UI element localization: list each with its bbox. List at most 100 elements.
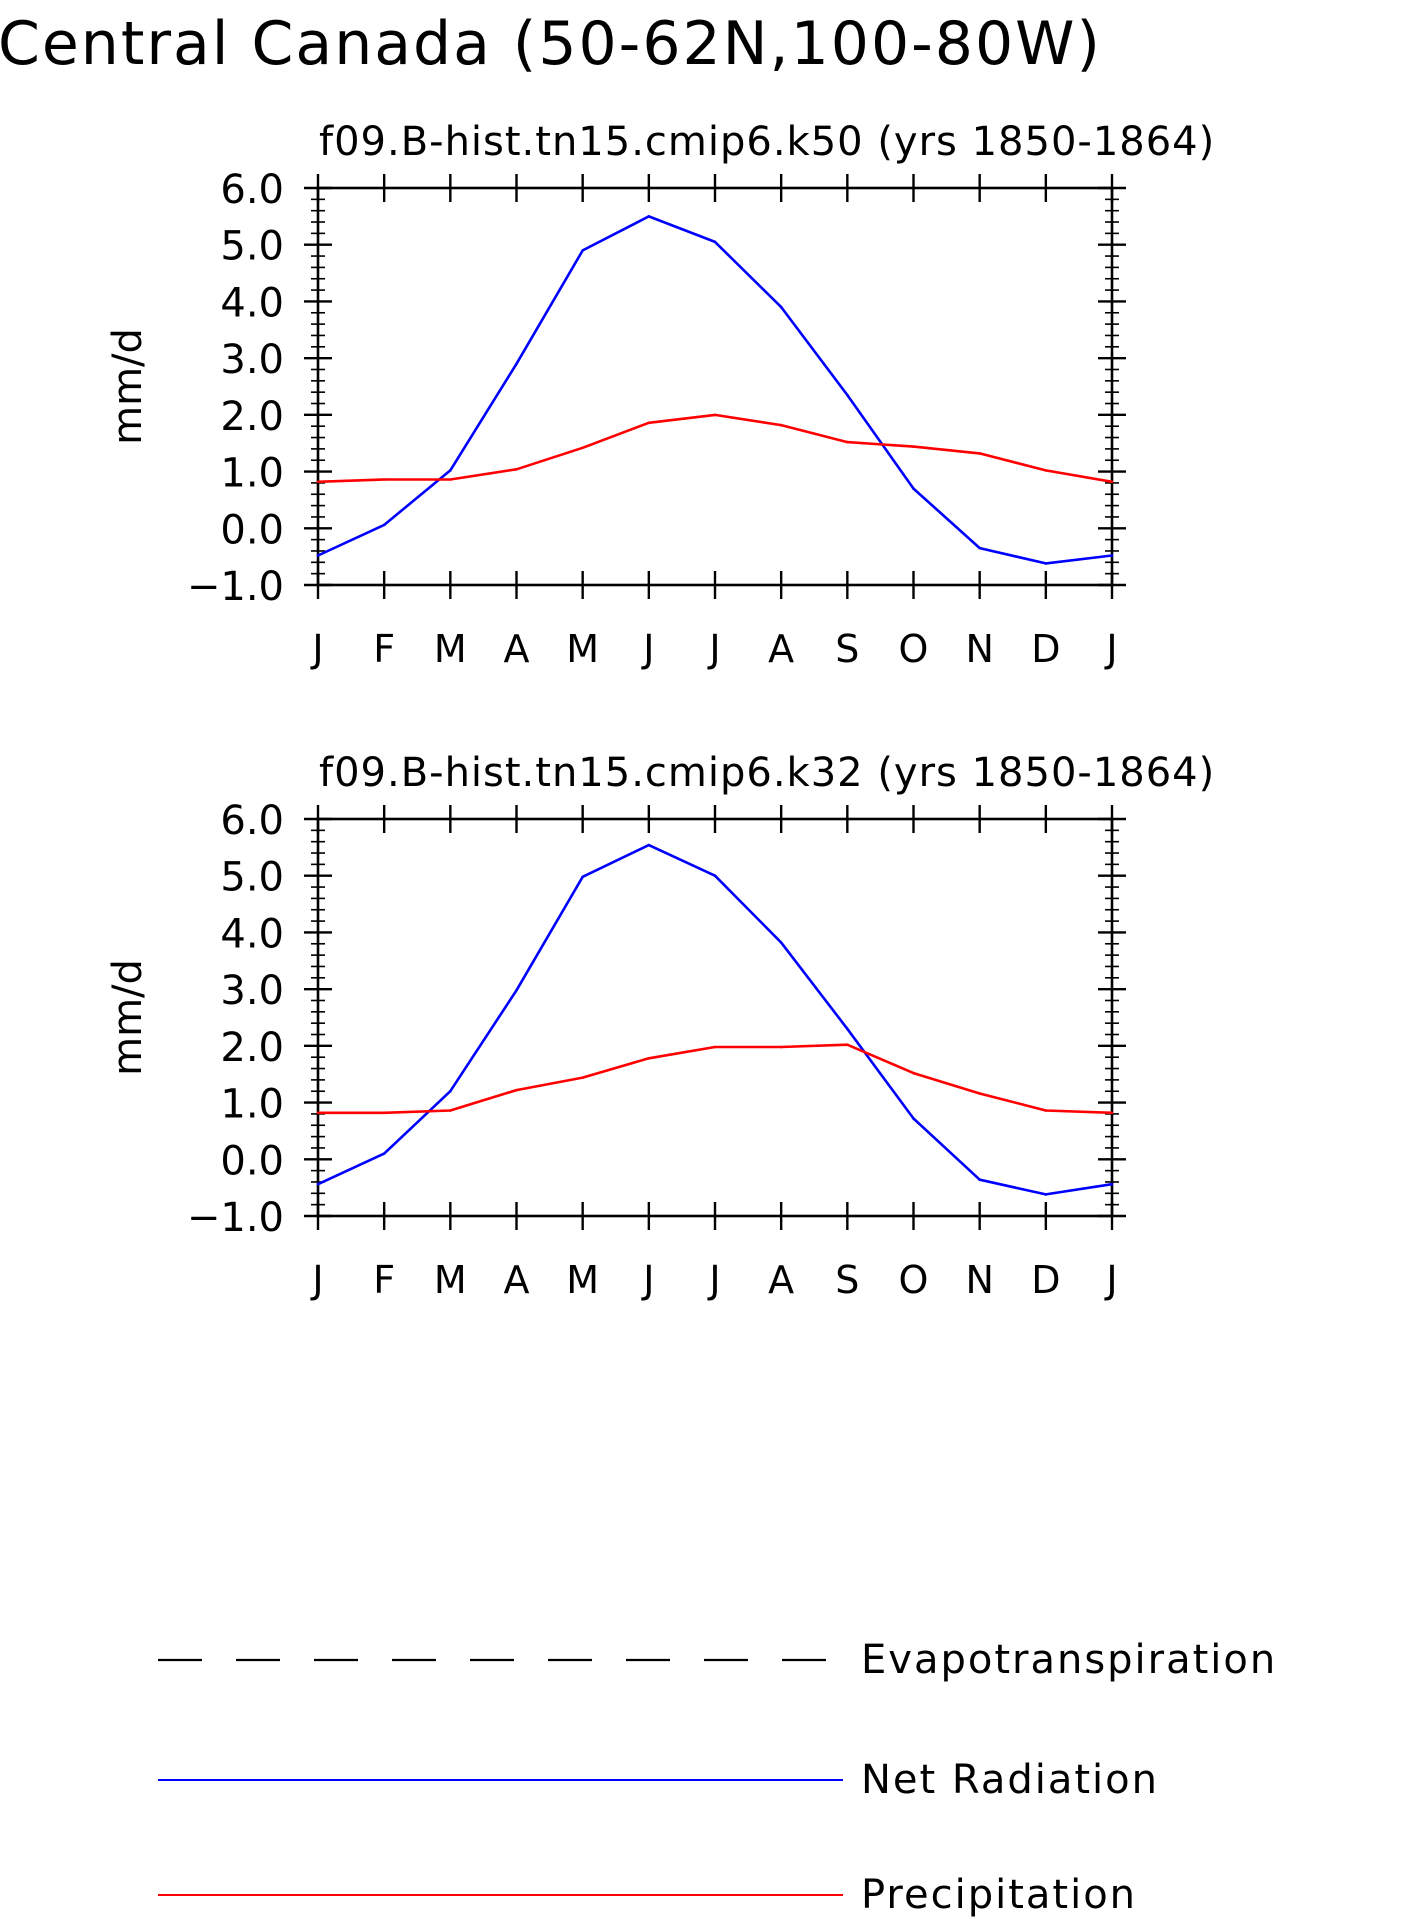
y-tick-label: 0.0 (220, 1138, 284, 1184)
chart-panel-2: f09.B-hist.tn15.cmip6.k32 (yrs 1850-1864… (105, 750, 1215, 1302)
y-tick-label: 3.0 (220, 337, 284, 383)
x-tick-label: D (1031, 627, 1060, 671)
x-tick-label: F (373, 1258, 395, 1302)
data-point-precipitation (316, 1111, 320, 1115)
data-point-net-radiation (316, 554, 320, 557)
x-tick-label: M (434, 627, 467, 671)
data-point-precipitation (713, 413, 717, 417)
x-tick-label: M (566, 627, 599, 671)
data-point-net-radiation (382, 1152, 386, 1155)
data-point-precipitation (1110, 1111, 1114, 1115)
data-point-precipitation (1110, 480, 1114, 484)
series-line-net-radiation (317, 215, 1113, 565)
y-tick-label: 5.0 (220, 855, 284, 901)
data-point-net-radiation (1044, 1193, 1048, 1196)
data-point-net-radiation (581, 875, 584, 879)
x-tick-label: M (434, 1258, 467, 1302)
data-point-precipitation (316, 480, 320, 484)
data-point-precipitation (978, 452, 981, 455)
data-point-net-radiation (449, 469, 452, 472)
y-axis-label: mm/d (105, 959, 151, 1076)
x-tick-label: A (768, 1258, 794, 1302)
data-point-precipitation (647, 421, 651, 425)
series-line-precipitation (317, 413, 1113, 484)
legend-item-evapotranspiration: Evapotranspiration (158, 1637, 1277, 1683)
data-point-net-radiation (978, 1178, 981, 1182)
x-tick-label: O (899, 627, 929, 671)
data-point-net-radiation (515, 362, 518, 366)
data-point-net-radiation (912, 487, 915, 490)
data-point-precipitation (515, 468, 518, 471)
series-line-net-radiation (317, 843, 1113, 1196)
legend-item-net-radiation: Net Radiation (158, 1757, 1159, 1803)
data-point-net-radiation (1110, 554, 1114, 557)
x-tick-label: J (1104, 1258, 1117, 1302)
y-tick-label: 0.0 (220, 507, 284, 553)
data-point-net-radiation (846, 393, 849, 397)
chart-title: f09.B-hist.tn15.cmip6.k32 (yrs 1850-1864… (319, 750, 1215, 796)
legend-label-net-radiation: Net Radiation (861, 1757, 1159, 1803)
data-point-precipitation (779, 423, 783, 427)
data-point-net-radiation (846, 1027, 849, 1031)
x-tick-label: J (310, 1258, 323, 1302)
data-point-net-radiation (779, 941, 783, 944)
data-point-net-radiation (515, 988, 518, 992)
x-tick-label: M (566, 1258, 599, 1302)
legend-label-evapotranspiration: Evapotranspiration (861, 1637, 1277, 1683)
y-tick-label: −1.0 (187, 564, 284, 610)
data-point-net-radiation (449, 1089, 452, 1093)
y-tick-label: 4.0 (220, 280, 284, 326)
data-point-precipitation (515, 1088, 518, 1092)
data-point-precipitation (647, 1057, 651, 1060)
figure-title: Central Canada (50-62N,100-80W) (0, 9, 1102, 79)
x-tick-label: N (965, 627, 993, 671)
data-point-precipitation (846, 440, 849, 444)
data-point-precipitation (912, 1071, 915, 1075)
x-tick-label: J (641, 1258, 654, 1302)
y-tick-label: 2.0 (220, 1025, 284, 1071)
y-tick-label: 6.0 (220, 167, 284, 213)
x-tick-label: A (504, 1258, 530, 1302)
data-point-net-radiation (978, 546, 981, 550)
data-point-precipitation (978, 1092, 981, 1095)
data-point-precipitation (846, 1043, 849, 1047)
legend-item-precipitation: Precipitation (158, 1872, 1137, 1918)
x-tick-label: F (373, 627, 395, 671)
data-point-precipitation (779, 1045, 783, 1049)
data-point-precipitation (449, 478, 452, 481)
x-tick-label: N (965, 1258, 993, 1302)
x-tick-label: J (707, 1258, 720, 1302)
x-tick-label: J (310, 627, 323, 671)
data-point-net-radiation (1044, 562, 1048, 565)
data-point-net-radiation (912, 1117, 915, 1120)
data-point-precipitation (449, 1109, 452, 1112)
chart-panel-1: f09.B-hist.tn15.cmip6.k50 (yrs 1850-1864… (105, 119, 1215, 671)
data-point-precipitation (713, 1045, 717, 1049)
y-tick-label: −1.0 (187, 1195, 284, 1241)
data-point-net-radiation (581, 249, 584, 252)
x-tick-label: J (707, 627, 720, 671)
y-tick-label: 2.0 (220, 394, 284, 440)
data-point-net-radiation (316, 1182, 320, 1186)
y-tick-label: 6.0 (220, 798, 284, 844)
y-tick-label: 4.0 (220, 911, 284, 957)
data-point-net-radiation (1110, 1182, 1114, 1186)
y-axis-label: mm/d (105, 328, 151, 445)
data-point-precipitation (581, 446, 584, 450)
data-point-net-radiation (713, 240, 717, 244)
legend-label-precipitation: Precipitation (861, 1872, 1137, 1918)
x-tick-label: J (1104, 627, 1117, 671)
x-tick-label: D (1031, 1258, 1060, 1302)
data-point-precipitation (1044, 469, 1048, 472)
x-tick-label: A (504, 627, 530, 671)
plot-frame (316, 817, 1114, 1218)
data-point-precipitation (1044, 1109, 1048, 1112)
chart-title: f09.B-hist.tn15.cmip6.k50 (yrs 1850-1864… (319, 119, 1215, 165)
data-point-net-radiation (713, 874, 717, 878)
y-tick-label: 3.0 (220, 968, 284, 1014)
data-point-net-radiation (647, 843, 651, 847)
x-tick-label: S (835, 1258, 859, 1302)
x-tick-label: A (768, 627, 794, 671)
x-tick-label: J (641, 627, 654, 671)
